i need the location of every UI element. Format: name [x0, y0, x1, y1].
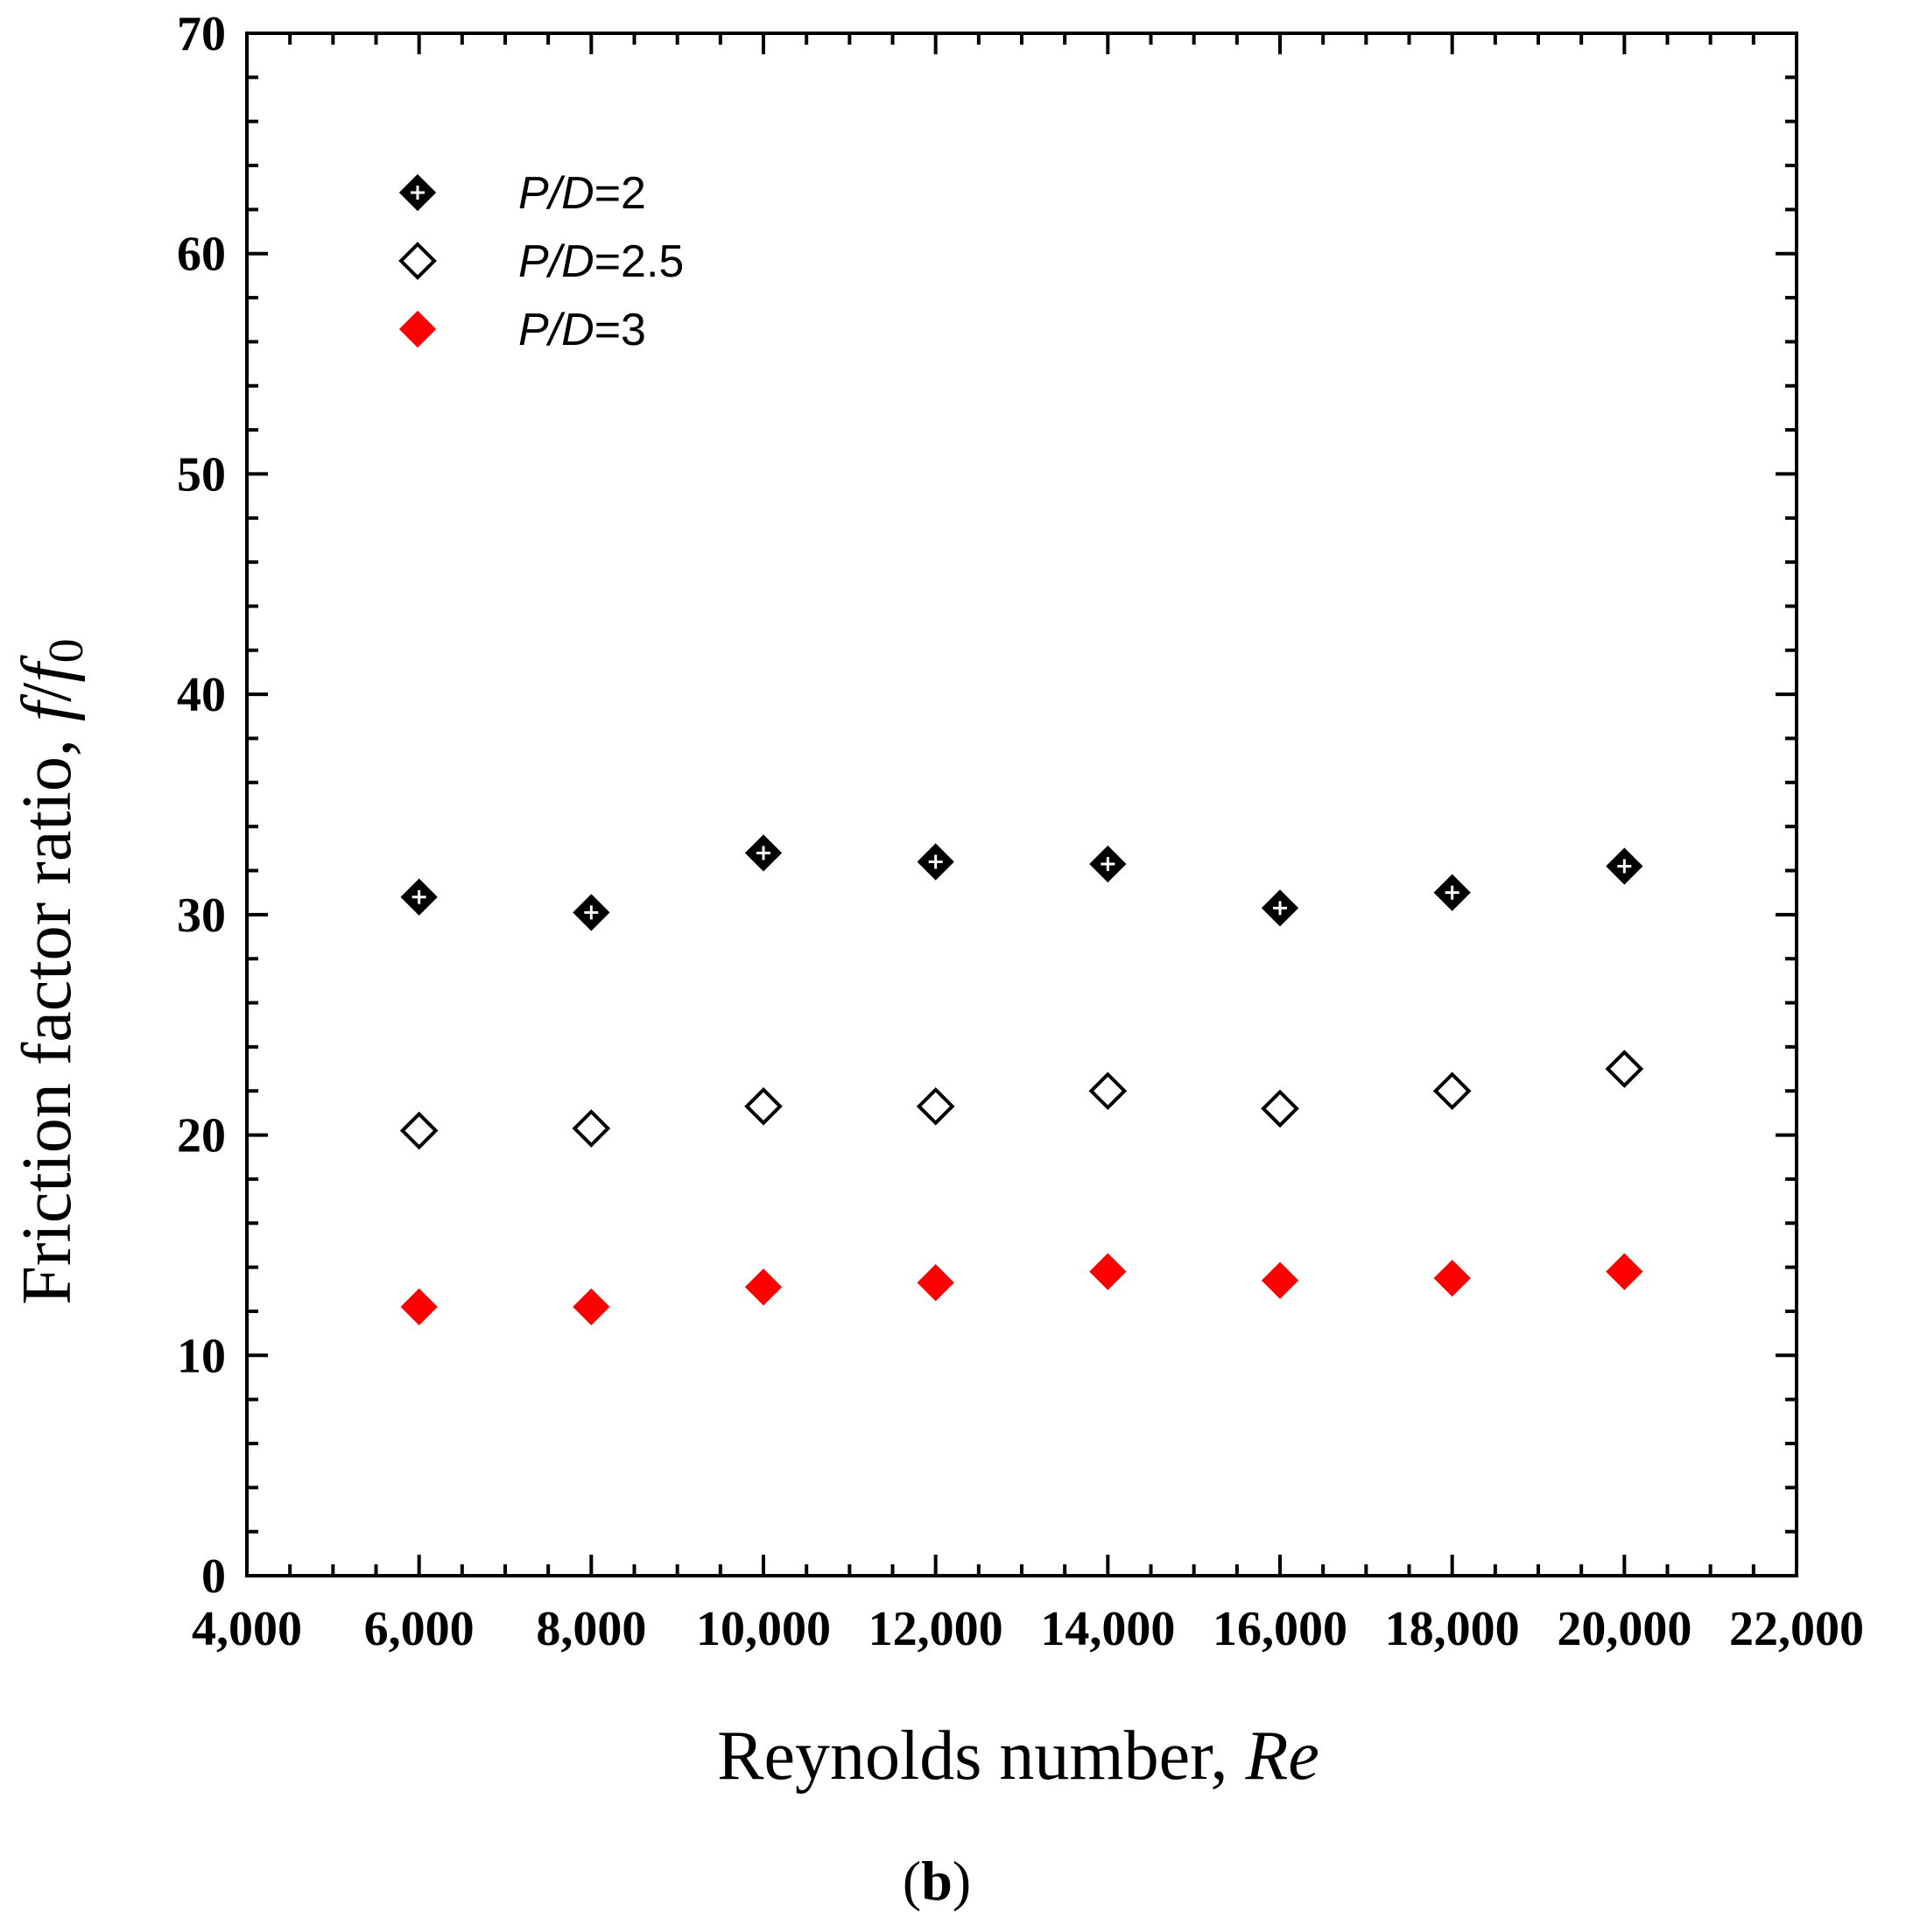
data-point — [744, 1087, 783, 1126]
legend-marker — [398, 242, 437, 280]
marker-shape — [1089, 1253, 1127, 1290]
data-point — [1261, 1089, 1299, 1128]
marker-shape — [398, 242, 437, 280]
y-tick-label: 0 — [201, 1549, 226, 1604]
marker-shape — [1088, 1071, 1128, 1111]
legend-label: P/D=2.5 — [518, 236, 684, 287]
x-tick-label: 8,000 — [536, 1602, 646, 1656]
data-point — [917, 843, 954, 881]
data-point — [1605, 1050, 1644, 1088]
marker-shape — [1261, 1261, 1299, 1299]
marker-shape — [572, 1109, 611, 1148]
data-point — [573, 1288, 610, 1326]
x-tick-label: 14,000 — [1040, 1602, 1175, 1656]
data-point — [1606, 847, 1643, 885]
marker-shape — [1261, 1089, 1299, 1128]
x-tick-label: 12,000 — [869, 1602, 1003, 1656]
marker-shape — [744, 1268, 783, 1306]
data-point — [744, 1268, 783, 1306]
x-tick-label: 16,000 — [1213, 1602, 1347, 1656]
panel-label: (b) — [903, 1850, 971, 1912]
legend-label-value: =2.5 — [594, 236, 685, 287]
marker-shape — [1606, 1253, 1643, 1290]
marker-shape — [744, 1087, 783, 1126]
x-axis-title: Reynolds number, Re — [717, 1718, 1319, 1795]
marker-shape — [573, 1288, 610, 1326]
data-point — [1433, 874, 1471, 911]
x-tick-label: 18,000 — [1385, 1602, 1520, 1656]
series-2 — [399, 1050, 1644, 1150]
y-tick-label: 30 — [177, 889, 226, 943]
y-axis-title: Friction factor ratio, f/f0 — [9, 638, 94, 1304]
data-point — [1433, 1260, 1471, 1297]
y-tick-label: 40 — [177, 668, 226, 722]
series-1 — [400, 834, 1643, 931]
legend-marker — [398, 173, 437, 212]
legend: P/D=2P/D=2.5P/D=3 — [398, 168, 684, 355]
x-tick-label: 22,000 — [1729, 1602, 1864, 1656]
data-point — [400, 878, 438, 916]
data-point — [573, 894, 610, 931]
data-point — [1432, 1071, 1472, 1111]
legend-label: P/D=3 — [518, 305, 646, 355]
axes: 4,000 6,000 8,000 10,000 12,000 14,000 16,000 1… — [177, 7, 1864, 1656]
x-tick-label: 10,000 — [696, 1602, 831, 1656]
data-point — [1088, 1071, 1128, 1111]
y-tick-label: 10 — [177, 1329, 226, 1383]
legend-label: P/D=2 — [518, 168, 646, 219]
series-3 — [400, 1253, 1643, 1326]
marker-shape — [916, 1087, 955, 1126]
marker-shape — [917, 1264, 954, 1302]
legend-label-value: =2 — [594, 168, 646, 219]
legend-marker — [398, 310, 437, 348]
marker-shape — [398, 310, 437, 348]
data-point — [399, 1111, 439, 1150]
legend-label-italic: P/D — [518, 305, 594, 355]
marker-shape — [1605, 1050, 1644, 1088]
plot-frame — [245, 32, 1798, 1577]
marker-shape — [400, 1288, 438, 1326]
data-point — [1261, 889, 1299, 927]
y-tick-label: 50 — [177, 447, 226, 502]
y-tick-label: 60 — [177, 228, 226, 282]
legend-label-value: =3 — [594, 305, 646, 355]
marker-shape — [399, 1111, 439, 1150]
data-point — [1089, 845, 1127, 883]
x-tick-label: 20,000 — [1557, 1602, 1691, 1656]
data-point — [1261, 1261, 1299, 1299]
data-point — [1606, 1253, 1643, 1290]
x-tick-label: 4,000 — [192, 1602, 302, 1656]
y-tick-label: 70 — [177, 7, 226, 61]
marker-shape — [1432, 1071, 1472, 1111]
marker-shape — [1433, 1260, 1471, 1297]
data-points — [399, 834, 1644, 1326]
data-point — [744, 834, 783, 872]
data-point — [572, 1109, 611, 1148]
x-tick-label: 6,000 — [364, 1602, 475, 1656]
legend-label-italic: P/D — [518, 236, 594, 287]
y-tick-label: 20 — [177, 1109, 226, 1163]
data-point — [917, 1264, 954, 1302]
legend-label-italic: P/D — [518, 168, 594, 219]
data-point — [400, 1288, 438, 1326]
data-point — [1089, 1253, 1127, 1290]
data-point — [916, 1087, 955, 1126]
